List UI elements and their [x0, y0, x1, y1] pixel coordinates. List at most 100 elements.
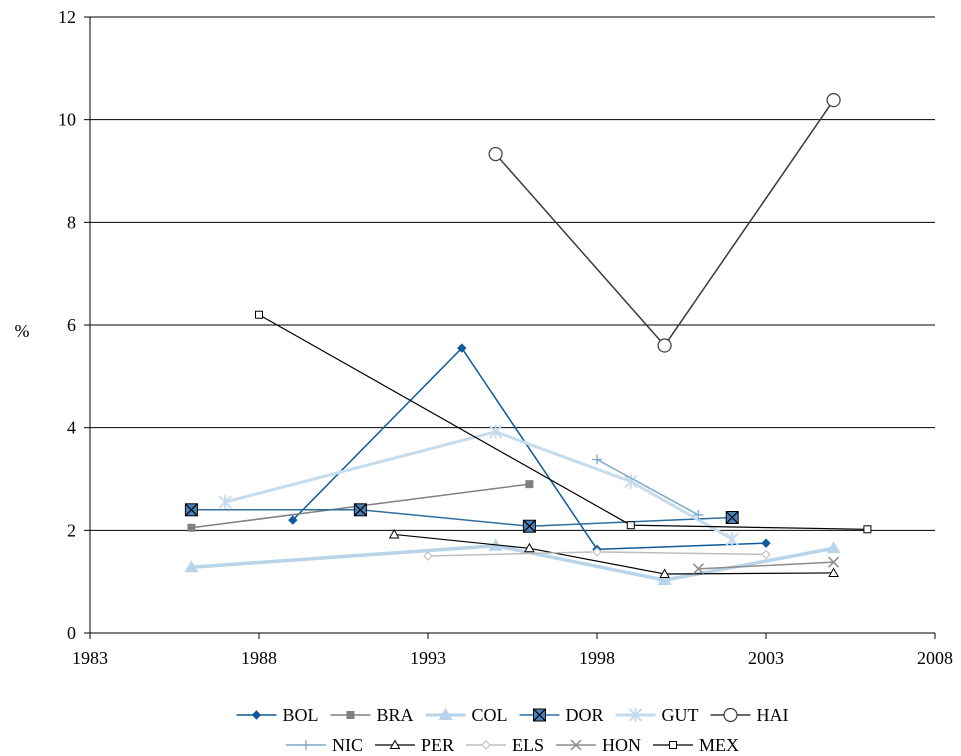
- data-point-per: [388, 528, 400, 539]
- legend-item-gut: GUT: [615, 705, 699, 725]
- legend-label-els: ELS: [512, 735, 544, 755]
- data-point-gut: [488, 424, 503, 439]
- legend-label-bol: BOL: [282, 705, 318, 725]
- legend-marker-bra: [346, 711, 355, 719]
- data-point-hon: [828, 556, 840, 568]
- legend-marker-mex: [669, 741, 678, 749]
- legend-label-nic: NIC: [332, 735, 363, 755]
- data-point-els: [761, 549, 771, 560]
- legend-marker-dor: [533, 708, 546, 722]
- series-line-per: [394, 533, 834, 575]
- legend-label-col: COL: [472, 705, 508, 725]
- series-layer: [184, 93, 872, 586]
- series-els: [423, 547, 771, 561]
- x-tick-label: 2003: [748, 648, 784, 668]
- legend-item-els: ELS: [466, 735, 544, 755]
- legend-label-mex: MEX: [699, 735, 739, 755]
- series-line-gut: [224, 430, 733, 541]
- legend: BOL BRA COL DOR GUT HAI NIC PER ELS HON MEX: [236, 705, 789, 755]
- data-point-per: [828, 567, 839, 577]
- data-point-dor: [353, 503, 367, 517]
- series-hai: [488, 93, 841, 353]
- y-tick-label: 10: [58, 110, 76, 130]
- x-tick-label: 1988: [241, 648, 277, 668]
- legend-item-nic: NIC: [285, 735, 363, 755]
- series-line-hai: [495, 99, 835, 347]
- series-line-mex: [258, 314, 868, 530]
- data-point-mex: [255, 310, 263, 319]
- data-point-hai: [488, 146, 503, 162]
- legend-item-col: COL: [425, 705, 508, 725]
- legend-marker-col: [438, 708, 453, 720]
- legend-item-hon: HON: [556, 735, 641, 755]
- axes: % 0 2 4 6 8 10 12 1983 1988 1993 1998 2003 2008: [15, 7, 954, 668]
- legend-label-hon: HON: [602, 735, 641, 755]
- series-nic: [592, 454, 704, 520]
- data-point-hai: [657, 338, 672, 353]
- gridlines: [90, 16, 935, 531]
- y-tick-label: 6: [67, 315, 76, 335]
- legend-label-dor: DOR: [566, 705, 604, 725]
- y-axis-label: %: [15, 321, 30, 341]
- data-point-per: [659, 568, 670, 578]
- legend-marker-hon: [570, 739, 582, 751]
- data-point-dor: [184, 503, 198, 517]
- legend-item-mex: MEX: [653, 735, 739, 755]
- data-point-nic: [592, 454, 602, 465]
- data-point-per: [524, 542, 535, 553]
- legend-marker-hai: [723, 707, 738, 723]
- legend-marker-per: [389, 739, 401, 749]
- series-col: [184, 538, 841, 586]
- y-tick-label: 8: [67, 212, 76, 232]
- data-point-bol: [288, 515, 298, 525]
- legend-label-bra: BRA: [376, 705, 413, 725]
- legend-item-dor: DOR: [519, 705, 604, 725]
- data-point-gut: [218, 495, 232, 510]
- x-tick-label: 1993: [410, 648, 446, 668]
- data-point-bol: [457, 343, 467, 353]
- y-tick-label: 12: [58, 7, 76, 27]
- data-point-els: [423, 551, 433, 561]
- series-hon: [692, 556, 840, 575]
- legend-label-per: PER: [421, 735, 454, 755]
- series-line-bol: [292, 347, 767, 551]
- data-point-bra: [187, 523, 196, 532]
- data-point-nic: [693, 509, 704, 520]
- data-point-mex: [626, 521, 635, 530]
- y-tick-label: 0: [67, 623, 76, 643]
- data-point-gut: [725, 532, 739, 547]
- legend-marker-nic: [300, 740, 311, 750]
- data-point-dor: [725, 511, 739, 524]
- legend-item-per: PER: [374, 735, 454, 755]
- legend-marker-els: [481, 740, 491, 750]
- data-point-dor: [522, 519, 536, 533]
- x-tick-label: 1983: [72, 648, 108, 668]
- x-tick-label: 1998: [579, 648, 615, 668]
- series-per: [388, 528, 839, 578]
- series-line-hon: [698, 561, 834, 570]
- data-point-bra: [525, 480, 534, 489]
- series-gut: [218, 424, 739, 547]
- series-mex: [255, 310, 872, 534]
- y-tick-label: 2: [67, 520, 76, 540]
- legend-item-bra: BRA: [330, 705, 414, 725]
- x-tick-label: 2008: [917, 648, 953, 668]
- data-point-col: [657, 573, 672, 586]
- legend-item-hai: HAI: [710, 705, 789, 725]
- legend-label-hai: HAI: [757, 705, 789, 725]
- legend-item-bol: BOL: [236, 705, 318, 725]
- legend-label-gut: GUT: [662, 705, 699, 725]
- data-point-col: [184, 560, 199, 573]
- legend-marker-gut: [628, 708, 643, 722]
- series-line-nic: [596, 458, 699, 516]
- data-point-mex: [863, 525, 872, 534]
- y-tick-label: 4: [67, 418, 76, 438]
- legend-marker-bol: [251, 710, 262, 720]
- series-line-col: [191, 543, 834, 582]
- data-point-hai: [826, 93, 841, 108]
- data-point-col: [826, 541, 841, 554]
- data-point-els: [592, 547, 602, 557]
- data-point-bol: [761, 538, 771, 548]
- data-point-gut: [624, 474, 638, 489]
